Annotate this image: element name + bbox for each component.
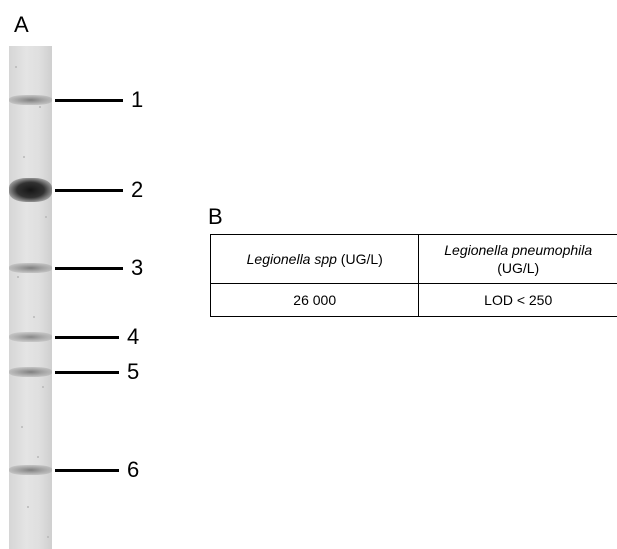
gel-band-2	[9, 178, 52, 202]
band-6-marker-line	[55, 469, 119, 472]
header-legionella-pneumophila: Legionella pneumophila (UG/L)	[418, 234, 617, 284]
band-5-marker-line	[55, 371, 119, 374]
panel-a-label: A	[14, 12, 29, 37]
gel-speck	[17, 276, 19, 278]
band-4-number: 4	[127, 324, 140, 349]
header-legionella-pneumophila-name: Legionella pneumophila	[444, 242, 593, 258]
gel-speck	[45, 216, 47, 218]
band-6-number: 6	[127, 457, 140, 482]
band-1-number: 1	[131, 87, 144, 112]
gel-band-1	[9, 95, 52, 105]
gel-speck	[37, 456, 39, 458]
header-legionella-spp-name: Legionella spp	[246, 251, 337, 267]
band-3-marker-line	[55, 267, 123, 270]
results-table: Legionella spp (UG/L) Legionella pneumop…	[209, 234, 617, 317]
band-2-marker-line	[55, 189, 123, 192]
gel-speck	[23, 156, 25, 158]
header-legionella-pneumophila-unit: (UG/L)	[497, 260, 540, 276]
gel-speck	[21, 426, 23, 428]
table-header-row: Legionella spp (UG/L) Legionella pneumop…	[209, 234, 617, 284]
gel-speck	[47, 536, 49, 538]
gel-band-6	[9, 465, 52, 475]
gel-speck	[39, 106, 41, 108]
gel-band-5	[9, 367, 52, 377]
cell-legionella-pneumophila-value: LOD < 250	[418, 283, 617, 317]
panel-b-label: B	[208, 204, 223, 229]
header-legionella-spp: Legionella spp (UG/L)	[209, 234, 420, 284]
band-5-number: 5	[127, 359, 140, 384]
band-3-number: 3	[131, 255, 144, 280]
header-legionella-spp-unit: (UG/L)	[336, 251, 383, 267]
gel-speck	[33, 316, 35, 318]
band-2-number: 2	[131, 177, 144, 202]
gel-speck	[27, 506, 29, 508]
gel-band-4	[9, 332, 52, 342]
band-4-marker-line	[55, 336, 119, 339]
cell-legionella-spp-value: 26 000	[209, 283, 420, 317]
gel-speck	[15, 66, 17, 68]
gel-band-3	[9, 263, 52, 273]
gel-speck	[42, 386, 44, 388]
table-row: 26 000 LOD < 250	[209, 283, 617, 317]
band-1-marker-line	[55, 99, 123, 102]
gel-lane	[9, 46, 52, 549]
